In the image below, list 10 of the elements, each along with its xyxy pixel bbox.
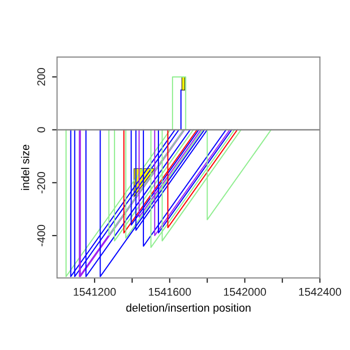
y-tick-label: 200 [37,68,46,86]
y-tick-label: -400 [37,224,46,246]
y-tick-label: -200 [37,172,46,194]
y-tick-label: 0 [37,127,46,132]
x-axis-title: deletion/insertion position [126,304,250,314]
x-tick-label: 1541600 [148,288,191,296]
x-tick-label: 1542000 [224,288,266,296]
y-axis-title: indel size [21,144,30,190]
x-tick-label: 1542400 [299,288,342,296]
x-tick-label: 1541200 [74,288,116,296]
